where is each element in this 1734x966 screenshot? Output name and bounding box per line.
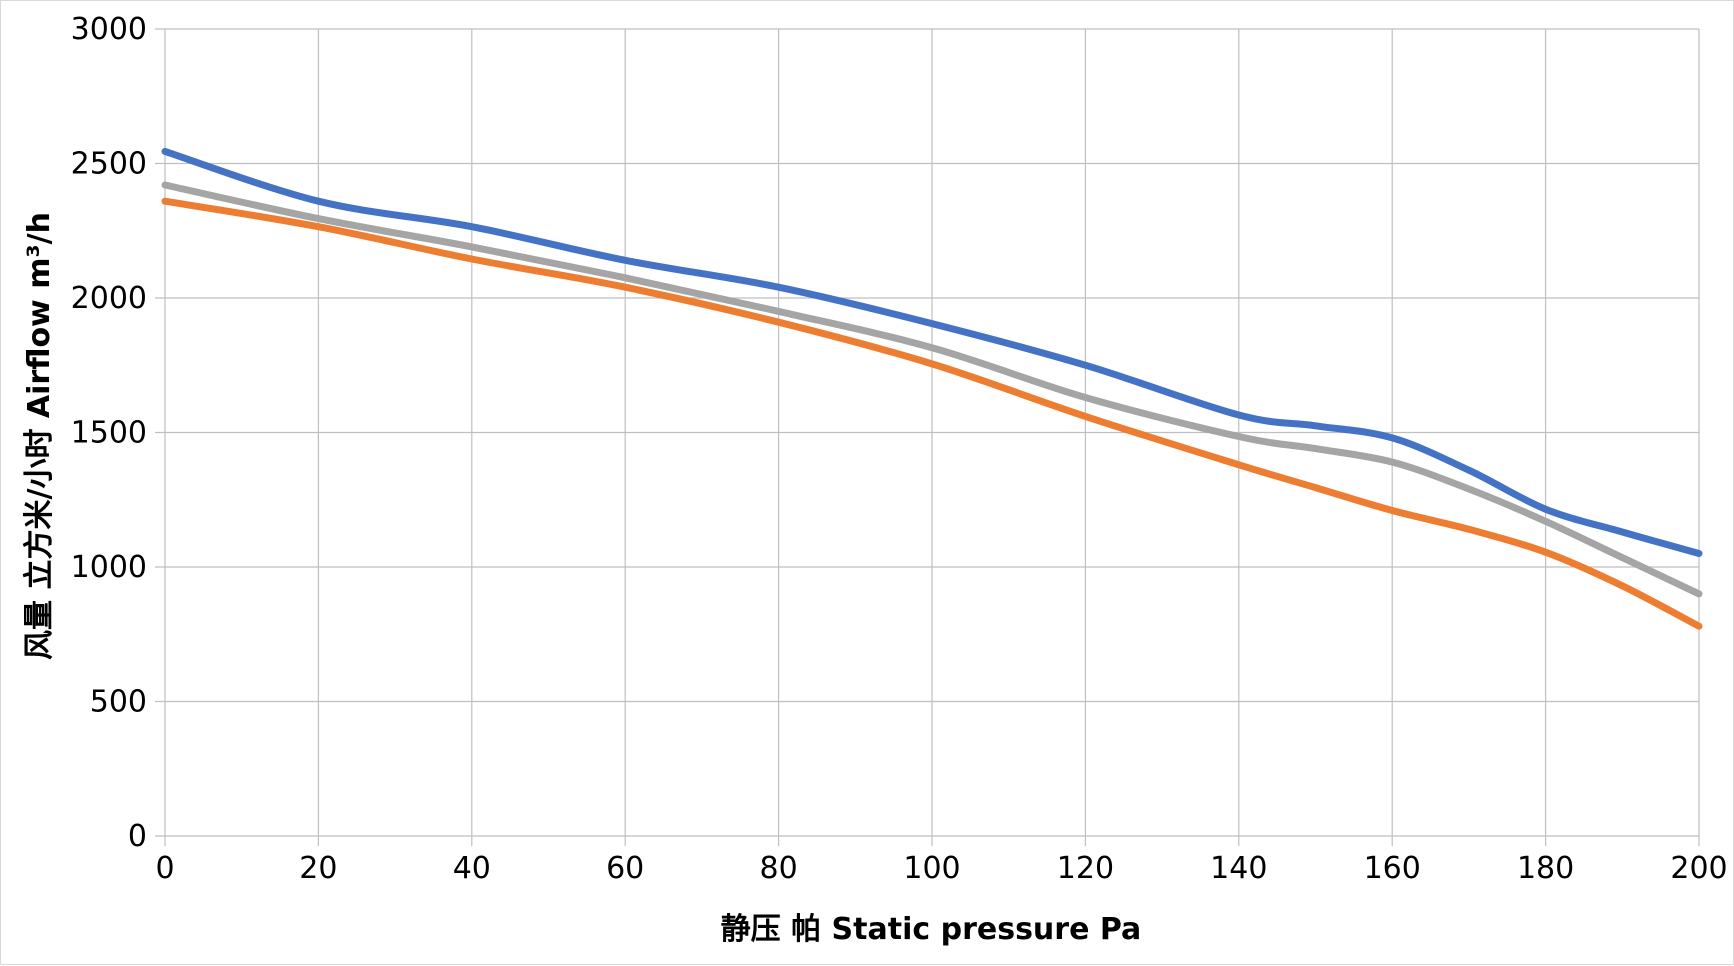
series-line-blue xyxy=(161,147,1703,557)
x-tick-label: 100 xyxy=(903,851,960,886)
y-tick-label: 500 xyxy=(90,685,147,720)
x-tick-labels: 0 20 40 60 80 100 120 140 160 180 200 xyxy=(155,851,1727,886)
x-axis-title: 静压 帕 Static pressure Pa xyxy=(721,912,1142,947)
y-tick-label: 2500 xyxy=(71,147,147,182)
x-tick-label: 0 xyxy=(155,851,174,886)
y-tick-label: 3000 xyxy=(71,12,147,47)
x-tick-label: 40 xyxy=(453,851,491,886)
y-tick-label: 1000 xyxy=(71,550,147,585)
x-tick-label: 180 xyxy=(1517,851,1574,886)
series-line-gray xyxy=(161,181,1703,598)
series-lines xyxy=(161,147,1703,630)
x-tick-label: 140 xyxy=(1210,851,1267,886)
x-tick-label: 20 xyxy=(299,851,337,886)
y-tick-label: 1500 xyxy=(71,416,147,451)
y-axis-title: 风量 立方米/小时 Airflow m³/h xyxy=(22,212,57,660)
x-tick-label: 120 xyxy=(1057,851,1114,886)
y-tick-labels: 0 500 1000 1500 2000 2500 3000 xyxy=(71,12,147,854)
x-tick-label: 160 xyxy=(1364,851,1421,886)
x-tick-label: 200 xyxy=(1670,851,1727,886)
y-tick-label: 0 xyxy=(128,819,147,854)
x-tick-label: 80 xyxy=(760,851,798,886)
y-tick-label: 2000 xyxy=(71,281,147,316)
series-line-orange xyxy=(161,197,1703,630)
x-tick-label: 60 xyxy=(606,851,644,886)
grid-lines xyxy=(155,28,1700,846)
